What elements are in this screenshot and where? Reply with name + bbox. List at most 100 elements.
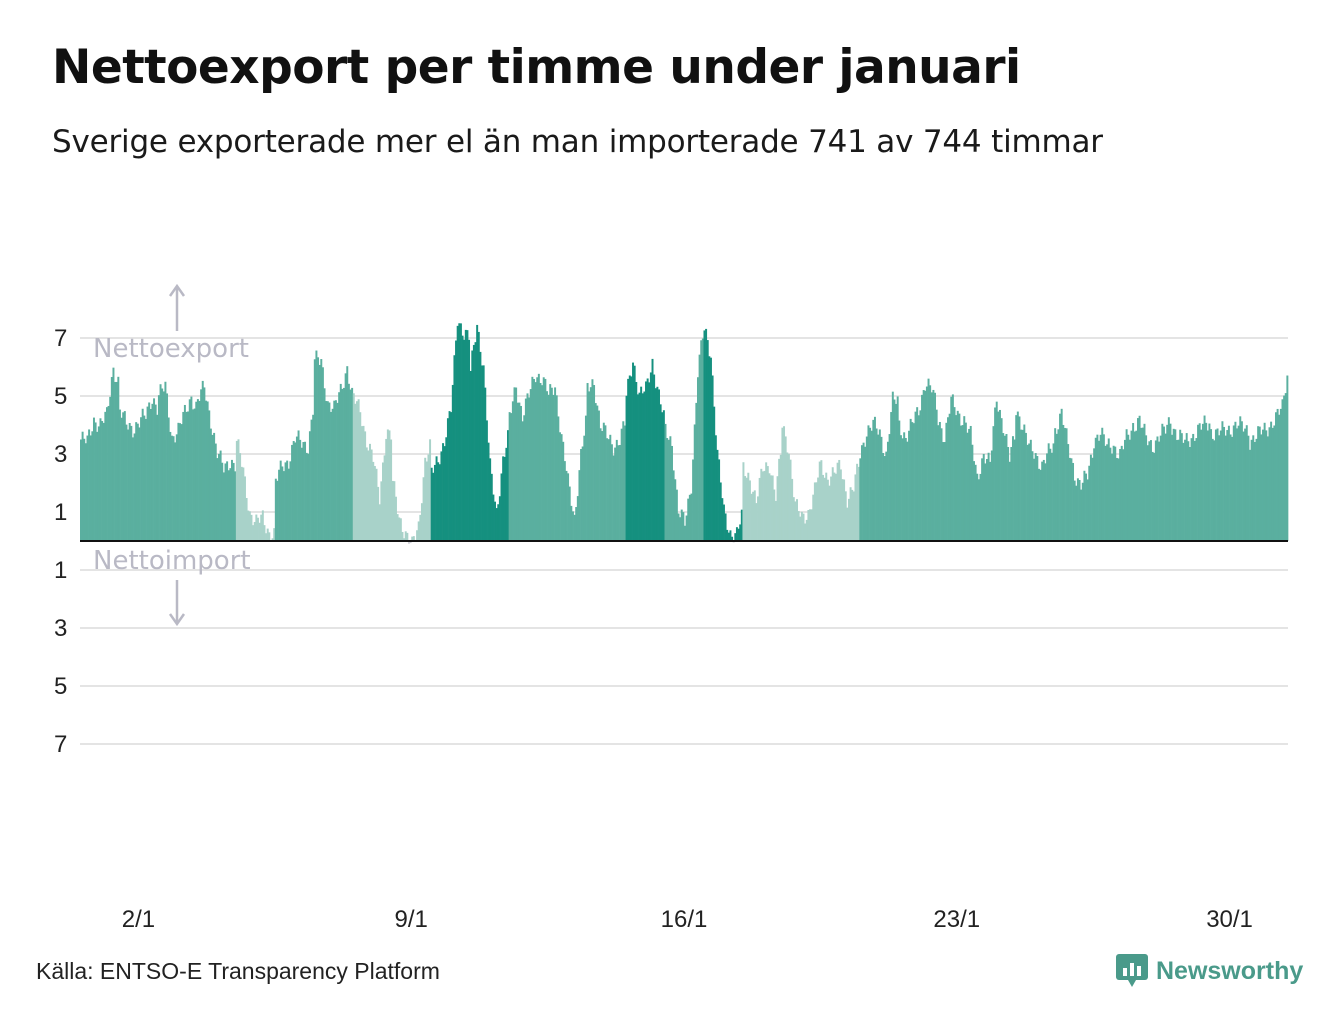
hour-bar [477, 331, 480, 541]
hour-bar [809, 509, 811, 541]
hour-bar [935, 409, 938, 541]
hour-bar [219, 450, 222, 541]
hour-bar [224, 463, 227, 541]
hour-bar [1271, 427, 1274, 541]
hour-bar [1033, 458, 1036, 541]
hour-bar [442, 443, 445, 541]
hour-bar [1124, 439, 1126, 541]
hour-bar [180, 424, 183, 541]
hour-bar [662, 410, 665, 541]
hour-bar [906, 441, 909, 541]
hour-bar [122, 412, 125, 541]
hour-bar [295, 436, 298, 541]
hour-bar [554, 387, 557, 541]
hour-bar [245, 498, 248, 541]
hour-bar [195, 401, 198, 541]
hour-bar [1203, 415, 1206, 541]
hour-bar [198, 400, 201, 541]
hour-bar [1080, 489, 1083, 541]
hour-bar [239, 453, 242, 541]
hour-bar [1166, 424, 1169, 541]
hour-bar [774, 500, 777, 541]
hour-bar [247, 510, 250, 541]
hour-bar [938, 421, 941, 541]
hour-bar [583, 435, 586, 541]
hour-bar [86, 435, 89, 541]
hour-bar [630, 376, 633, 541]
hour-bar [953, 407, 956, 541]
hour-bar [1154, 440, 1157, 541]
hour-bar [666, 438, 669, 541]
hour-bar [131, 437, 134, 541]
hour-bar [1029, 439, 1032, 541]
hour-bar [114, 381, 117, 541]
hour-bar [828, 485, 831, 541]
hour-bar [523, 415, 526, 541]
hour-bar [151, 403, 154, 541]
hour-bar [909, 418, 912, 541]
hour-bar [412, 536, 415, 541]
hour-bar [273, 528, 276, 541]
hour-bar [391, 480, 394, 541]
hour-bar [692, 459, 695, 541]
hour-bar [1278, 414, 1281, 541]
hour-bar [300, 447, 303, 541]
hour-bar [620, 428, 623, 541]
hour-bar [761, 471, 764, 541]
hour-bar [622, 421, 625, 541]
hour-bar [744, 476, 747, 541]
hour-bar [407, 541, 410, 544]
hour-bar [1114, 446, 1117, 541]
hour-bar [908, 430, 911, 541]
hour-bar [276, 480, 279, 541]
hour-bar [1177, 439, 1180, 541]
hour-bar [778, 458, 781, 541]
hour-bar [1089, 454, 1092, 541]
brand-logo[interactable]: Newsworthy [1116, 954, 1303, 988]
hour-bar [961, 425, 964, 541]
hour-bar [422, 477, 425, 541]
hour-bar [865, 436, 868, 541]
hour-bar [497, 504, 500, 541]
hour-bar [825, 472, 828, 541]
hour-bar [464, 329, 467, 541]
hour-bar [427, 454, 430, 541]
hour-bar [1146, 445, 1149, 541]
hour-bar [1229, 434, 1232, 541]
hour-bar [451, 384, 454, 541]
hour-bar [380, 481, 383, 541]
hour-bar [562, 441, 565, 541]
x-tick-label: 23/1 [933, 906, 980, 933]
hour-bar [91, 431, 94, 541]
hour-bar [524, 398, 527, 541]
hour-bar [88, 429, 91, 541]
hour-bar [1226, 430, 1229, 541]
hour-bar [500, 473, 503, 541]
hour-bar [205, 400, 207, 541]
hour-bar [976, 473, 979, 541]
hour-bar [872, 419, 875, 541]
hour-bar [1081, 482, 1084, 541]
hour-bar [628, 375, 631, 541]
hour-bar [484, 387, 487, 541]
hour-bar [1011, 436, 1014, 541]
hour-bar [721, 498, 724, 541]
hour-bar [357, 399, 360, 541]
hour-bar [237, 439, 240, 541]
hour-bar [734, 533, 737, 541]
hour-bar [1175, 440, 1178, 541]
hour-bar [599, 428, 602, 541]
y-tick-label: 5 [54, 673, 67, 700]
hour-bar [433, 464, 436, 541]
hour-bar [739, 524, 742, 541]
hour-bar [995, 401, 998, 541]
hour-bar [890, 412, 893, 541]
hour-bar [1005, 434, 1008, 541]
hour-bar [482, 365, 485, 541]
hour-bar [459, 323, 462, 541]
hour-bar [862, 442, 865, 541]
hour-bar [783, 426, 786, 541]
hour-bar [231, 459, 233, 541]
hour-bar [1086, 479, 1089, 541]
